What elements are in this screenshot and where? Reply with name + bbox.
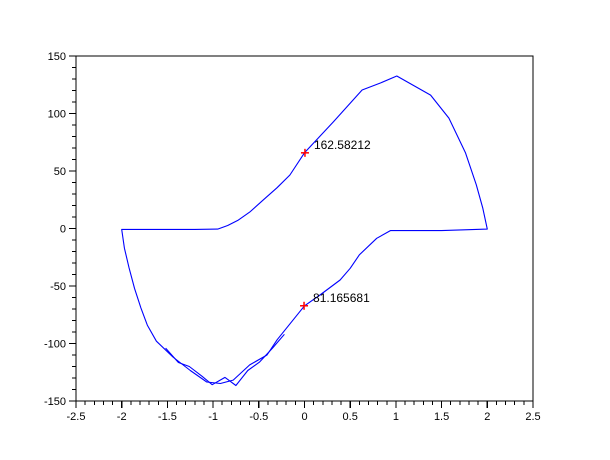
datatip-label: 81.165681 — [313, 291, 370, 305]
datatip[interactable]: 81.165681 — [300, 291, 370, 310]
datatips[interactable]: 162.58212 81.165681 — [300, 138, 371, 310]
x-tick-label: -2.5 — [67, 411, 86, 423]
hysteresis-loop-overlap — [165, 333, 285, 387]
y-tick-labels: 150 100 50 0 -50 -100 -150 — [44, 51, 66, 408]
datatip[interactable]: 162.58212 — [300, 138, 371, 157]
x-tick-label: 0 — [301, 411, 307, 423]
x-tick-label: 1.5 — [434, 411, 449, 423]
x-minor-ticks — [84, 401, 525, 405]
datatip-label: 162.58212 — [314, 138, 371, 152]
x-tick-label: -1 — [208, 411, 218, 423]
y-tick-label: -100 — [44, 339, 66, 351]
y-major-ticks — [69, 55, 76, 402]
y-tick-label: -50 — [50, 281, 66, 293]
x-tick-labels: -2.5 -2 -1.5 -1 -0.5 0 0.5 1 1.5 2 2.5 — [67, 411, 541, 423]
x-tick-label: 2 — [484, 411, 490, 423]
y-tick-label: 150 — [48, 51, 66, 63]
axis-frame — [75, 55, 534, 402]
hysteresis-loop-main — [121, 75, 488, 385]
x-tick-label: 2.5 — [525, 411, 540, 423]
x-tick-label: -1.5 — [158, 411, 177, 423]
x-major-ticks — [75, 401, 534, 408]
plot-frame — [75, 55, 534, 402]
hysteresis-curves — [121, 75, 488, 387]
y-tick-label: 0 — [60, 224, 66, 236]
x-tick-label: -0.5 — [249, 411, 268, 423]
x-tick-label: 1 — [393, 411, 399, 423]
y-tick-label: 100 — [48, 109, 66, 121]
y-tick-label: 50 — [54, 166, 66, 178]
y-tick-label: -150 — [44, 396, 66, 408]
x-tick-label: 0.5 — [343, 411, 358, 423]
x-tick-label: -2 — [117, 411, 127, 423]
y-minor-ticks — [72, 67, 76, 390]
